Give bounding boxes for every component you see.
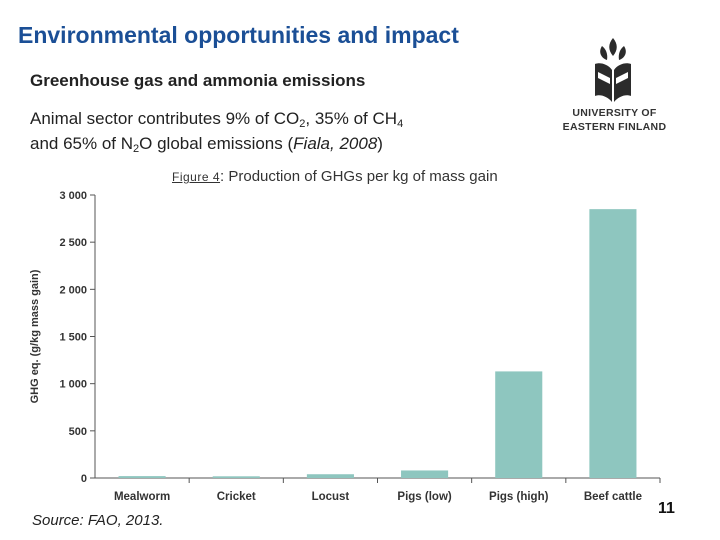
page-number: 11 (658, 500, 675, 517)
line1-sub-ch4: 4 (397, 118, 404, 130)
line2-mid: O global emissions ( (139, 134, 294, 153)
logo-text-line-2: EASTERN FINLAND (562, 121, 667, 133)
x-tick-label: Beef cattle (584, 491, 642, 503)
figure-label: Figure 4 (172, 170, 221, 184)
emissions-line-1: Animal sector contributes 9% of CO2, 35%… (30, 109, 403, 130)
figure-caption: Figure 4: Production of GHGs per kg of m… (172, 168, 498, 185)
y-tick-label: 0 (81, 473, 87, 485)
citation: Fiala, 2008 (293, 134, 378, 153)
line2-end: ) (377, 134, 383, 153)
line2-prefix: and 65% of N (30, 134, 134, 153)
logo-text-line-1: UNIVERSITY OF (572, 107, 657, 119)
y-tick-label: 3 000 (59, 190, 87, 202)
line2-sub-n2o: 2 (133, 143, 140, 155)
source-note: Source: FAO, 2013. (32, 512, 164, 529)
x-tick-label: Cricket (217, 491, 256, 503)
x-tick-label: Pigs (high) (489, 491, 549, 503)
line1-sub-co2: 2 (299, 118, 306, 130)
slide-title: Environmental opportunities and impact (18, 22, 459, 48)
bar-4 (401, 470, 449, 478)
emissions-line-2: and 65% of N2O global emissions (Fiala, … (30, 134, 383, 155)
line1-mid: , 35% of CH (305, 109, 398, 128)
x-tick-label: Locust (312, 491, 350, 503)
y-tick-label: 2 000 (59, 284, 87, 296)
y-tick-label: 1 000 (59, 379, 87, 391)
figure-caption-text: : Production of GHGs per kg of mass gain (220, 168, 498, 185)
bar-2 (212, 476, 260, 478)
university-logo-icon (595, 38, 631, 102)
ghg-bar-chart: 0 500 1 000 1 500 2 000 2 500 3 000 GHG eq. (g/… (29, 190, 661, 503)
y-tick-label: 1 500 (59, 332, 87, 344)
y-tick-label: 2 500 (59, 237, 87, 249)
bar-6 (589, 209, 637, 478)
bar-3 (306, 474, 354, 478)
y-axis-title: GHG eq. (g/kg mass gain) (29, 269, 41, 403)
line1-prefix: Animal sector contributes 9% of CO (30, 109, 300, 128)
subheading: Greenhouse gas and ammonia emissions (30, 71, 366, 90)
x-tick-label: Mealworm (114, 491, 170, 503)
bar-5 (495, 371, 543, 478)
y-tick-label: 500 (69, 426, 87, 438)
bar-1 (118, 476, 166, 478)
x-tick-label: Pigs (low) (397, 491, 451, 503)
